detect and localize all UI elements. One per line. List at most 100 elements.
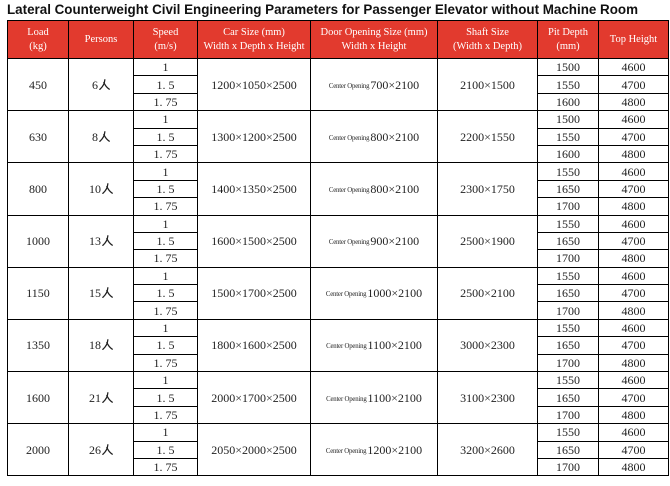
persons-cell: 26 xyxy=(68,423,134,477)
table-row: 1. 75 1600 4800 xyxy=(8,144,669,164)
person-kanji-icon xyxy=(102,183,113,194)
door-opening-type-label: Center Opening xyxy=(328,239,370,247)
car-size-cell: 1500×1700×2500 xyxy=(197,266,311,320)
door-size-cell: Center Opening1100×2100 xyxy=(310,318,438,373)
top-height-cell: 4600 xyxy=(598,110,669,129)
table-row: 1. 5 1650 4700 xyxy=(8,179,669,199)
speed-cell: 1 xyxy=(133,318,198,338)
column-header-line: Top Height xyxy=(609,33,658,45)
door-opening-type-label: Center Opening xyxy=(326,395,367,403)
speed-cell: 1 xyxy=(133,110,198,129)
column-header-line: (Width x Depth) xyxy=(453,40,522,52)
column-header-line: Speed xyxy=(152,26,179,38)
door-opening-dimensions: 800×2100 xyxy=(370,129,420,144)
door-opening-type-label: Center Opening xyxy=(328,82,370,90)
door-opening-type-label: Center Opening xyxy=(325,291,367,299)
car-size-cell: 2000×1700×2500 xyxy=(197,371,311,425)
top-height-cell: 4700 xyxy=(598,231,669,251)
table-row: 1600 21 1 2000×1700×2500 Center Opening1100×… xyxy=(7,371,669,425)
pit-depth-cell: 1550 xyxy=(537,266,599,286)
top-height-cell: 4800 xyxy=(598,301,669,320)
top-height-cell: 4600 xyxy=(598,266,669,286)
top-height-cell: 4800 xyxy=(598,405,669,425)
speed-cell: 1. 5 xyxy=(133,440,198,459)
pit-depth-cell: 1700 xyxy=(537,405,599,425)
door-opening-type-label: Center Opening xyxy=(325,447,367,455)
pit-depth-cell: 1650 xyxy=(537,179,599,199)
persons-count: 26 xyxy=(89,442,101,457)
speed-cell: 1. 5 xyxy=(133,231,198,251)
table-row: 1. 5 1650 4700 xyxy=(8,440,669,459)
door-opening-type-label: Center Opening xyxy=(328,134,370,142)
person-kanji-icon xyxy=(102,391,113,403)
persons-count: 10 xyxy=(89,181,101,196)
column-header-1: Persons xyxy=(68,20,134,59)
load-cell: 1350 xyxy=(7,318,69,373)
top-height-cell: 4700 xyxy=(598,440,669,459)
column-header-5: Shaft Size (Width x Depth) xyxy=(437,20,538,59)
speed-cell: 1. 5 xyxy=(133,75,198,94)
shaft-size-cell: 3100×2300 xyxy=(437,371,538,425)
load-cell: 630 xyxy=(7,110,69,164)
pit-depth-cell: 1650 xyxy=(537,231,599,251)
pit-depth-cell: 1550 xyxy=(537,423,599,442)
speed-cell: 1 xyxy=(133,214,198,233)
table-body: 450 6 1 1200×1050×2500 Center Opening700×210… xyxy=(7,57,669,477)
speed-cell: 1. 75 xyxy=(133,405,198,425)
column-header-line: Pit Depth xyxy=(548,26,588,38)
shaft-size-cell: 3200×2600 xyxy=(437,423,538,477)
table-row: 1. 75 1700 4800 xyxy=(8,301,669,320)
top-height-cell: 4800 xyxy=(598,353,669,373)
door-size-cell: Center Opening1000×2100 xyxy=(310,266,438,320)
top-height-cell: 4700 xyxy=(598,179,669,199)
table-row: 630 8 1 1300×1200×2500 Center Opening800×210… xyxy=(7,110,669,164)
pit-depth-cell: 1500 xyxy=(537,57,599,77)
load-cell: 1000 xyxy=(7,214,69,268)
pit-depth-cell: 1550 xyxy=(537,371,599,390)
column-header-4: Door Opening Size (mm) Width x Height xyxy=(310,20,438,59)
persons-cell: 18 xyxy=(68,318,134,373)
pit-depth-cell: 1650 xyxy=(537,284,599,303)
table-row: 1. 75 1700 4800 xyxy=(8,353,669,373)
speed-cell: 1. 5 xyxy=(133,336,198,355)
persons-count: 13 xyxy=(89,234,101,249)
column-header-line: Door Opening Size (mm) xyxy=(320,26,428,38)
door-size-cell: Center Opening1100×2100 xyxy=(310,371,438,425)
pit-depth-cell: 1700 xyxy=(537,301,599,320)
car-size-cell: 1300×1200×2500 xyxy=(197,110,311,164)
pit-depth-cell: 1700 xyxy=(537,249,599,268)
table-row: 1. 75 1700 4800 xyxy=(8,457,669,477)
page: Lateral Counterweight Civil Engineering … xyxy=(7,2,669,477)
shaft-size-cell: 2500×2100 xyxy=(437,266,538,320)
load-cell: 1150 xyxy=(7,266,69,320)
persons-cell: 21 xyxy=(68,371,134,425)
table-row: 1350 18 1 1800×1600×2500 Center Opening1100×… xyxy=(7,318,669,373)
speed-cell: 1 xyxy=(133,371,198,390)
column-header-line: (m/s) xyxy=(154,40,177,52)
pit-depth-cell: 1550 xyxy=(537,127,599,146)
car-size-cell: 1800×1600×2500 xyxy=(197,318,311,373)
column-header-3: Car Size (mm) Width x Depth x Height xyxy=(197,20,311,59)
door-size-cell: Center Opening700×2100 xyxy=(310,57,438,112)
column-header-6: Pit Depth (mm) xyxy=(537,20,599,59)
column-header-line: Car Size (mm) xyxy=(223,26,285,38)
car-size-cell: 1200×1050×2500 xyxy=(197,57,311,112)
persons-count: 21 xyxy=(89,390,101,405)
pit-depth-cell: 1550 xyxy=(537,75,599,94)
shaft-size-cell: 2300×1750 xyxy=(437,162,538,216)
column-header-line: (kg) xyxy=(29,40,47,52)
persons-count: 8 xyxy=(92,129,98,144)
door-opening-type-label: Center Opening xyxy=(326,343,367,351)
speed-cell: 1. 75 xyxy=(133,197,198,216)
top-height-cell: 4800 xyxy=(598,92,669,112)
door-opening-dimensions: 1100×2100 xyxy=(367,390,422,405)
door-opening-dimensions: 1000×2100 xyxy=(367,286,423,301)
pit-depth-cell: 1550 xyxy=(537,318,599,338)
page-title: Lateral Counterweight Civil Engineering … xyxy=(7,2,638,17)
door-size-cell: Center Opening900×2100 xyxy=(310,214,438,268)
person-kanji-icon xyxy=(99,78,110,90)
persons-count: 15 xyxy=(89,286,101,301)
persons-cell: 10 xyxy=(68,162,134,216)
speed-cell: 1 xyxy=(133,423,198,442)
load-cell: 1600 xyxy=(7,371,69,425)
